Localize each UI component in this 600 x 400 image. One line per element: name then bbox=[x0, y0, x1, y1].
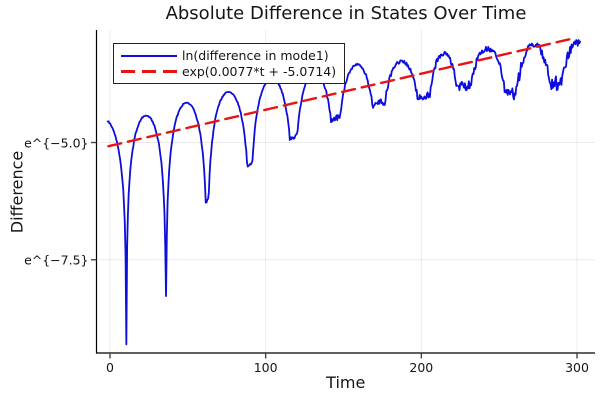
x-tick-label-100: 100 bbox=[253, 360, 278, 375]
y-axis-label: Difference bbox=[7, 150, 27, 233]
legend-label-series1: ln(difference in mode1) bbox=[182, 47, 329, 63]
y-tick-label-e-5.0: e^{−5.0} bbox=[24, 135, 89, 150]
legend-box: ln(difference in mode1) exp(0.0077*t + -… bbox=[113, 43, 346, 84]
x-tick-label-200: 200 bbox=[409, 360, 434, 375]
y-tick-label-e-7.5: e^{−7.5} bbox=[24, 252, 89, 268]
legend-label-series2: exp(0.0077*t + -5.0714) bbox=[182, 63, 337, 79]
legend-entry-series2: exp(0.0077*t + -5.0714) bbox=[121, 63, 336, 79]
red-dashed-line-sample bbox=[121, 63, 177, 79]
legend-entry-series1: ln(difference in mode1) bbox=[121, 47, 336, 63]
blue-line-sample bbox=[121, 47, 177, 63]
x-tick-label-0: 0 bbox=[106, 360, 114, 375]
x-axis-label: Time bbox=[326, 373, 366, 392]
x-tick-label-300: 300 bbox=[565, 360, 589, 375]
